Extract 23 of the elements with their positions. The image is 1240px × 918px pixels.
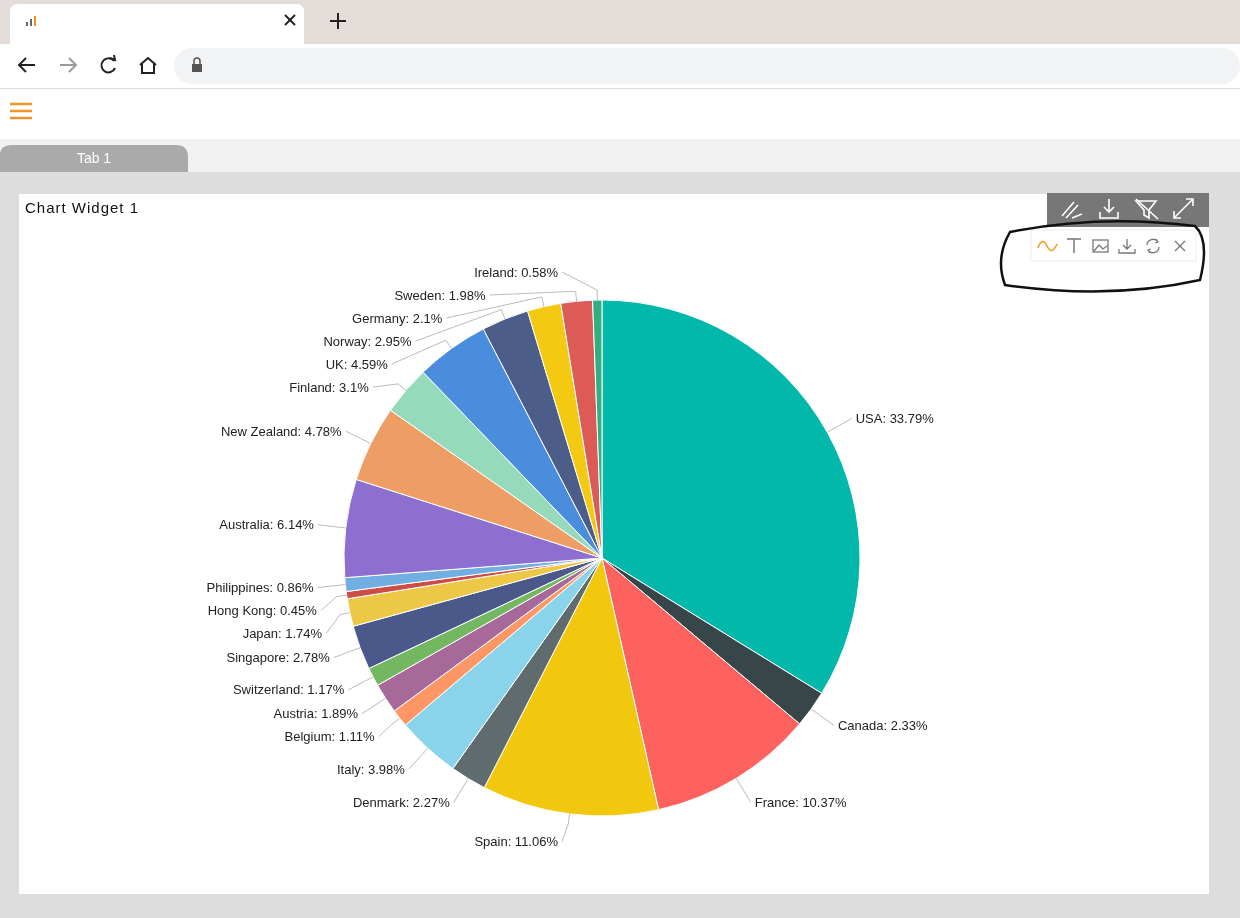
slice-label: Belgium: 1.11%: [284, 729, 376, 745]
slice-label: Finland: 3.1%: [289, 379, 370, 395]
slice-label: UK: 4.59%: [325, 356, 389, 372]
slice-label: New Zealand: 4.78%: [220, 423, 343, 439]
slice-label: Philippines: 0.86%: [206, 580, 314, 596]
slice-label: Singapore: 2.78%: [226, 650, 331, 666]
slice-label: Spain: 11.06%: [474, 834, 559, 850]
slice-label: France: 10.37%: [754, 794, 847, 810]
slice-label: Sweden: 1.98%: [394, 287, 486, 303]
slice-label: Germany: 2.1%: [352, 310, 443, 326]
slice-label: Italy: 3.98%: [336, 761, 406, 777]
slice-label: Canada: 2.33%: [837, 717, 928, 733]
slice-label: USA: 33.79%: [855, 411, 935, 427]
slice-label: Hong Kong: 0.45%: [207, 603, 318, 619]
slice-label: Switzerland: 1.17%: [232, 682, 345, 698]
slice-label: Ireland: 0.58%: [474, 264, 559, 280]
text: Chart Widget 1: [25, 199, 140, 217]
slice-label: Australia: 6.14%: [219, 517, 315, 533]
text: Tab 1: [76, 149, 112, 166]
slice-label: Denmark: 2.27%: [352, 795, 451, 811]
slice-label: Japan: 1.74%: [242, 626, 323, 642]
slice-label: Austria: 1.89%: [273, 706, 359, 722]
slice-label: Norway: 2.95%: [323, 333, 413, 349]
